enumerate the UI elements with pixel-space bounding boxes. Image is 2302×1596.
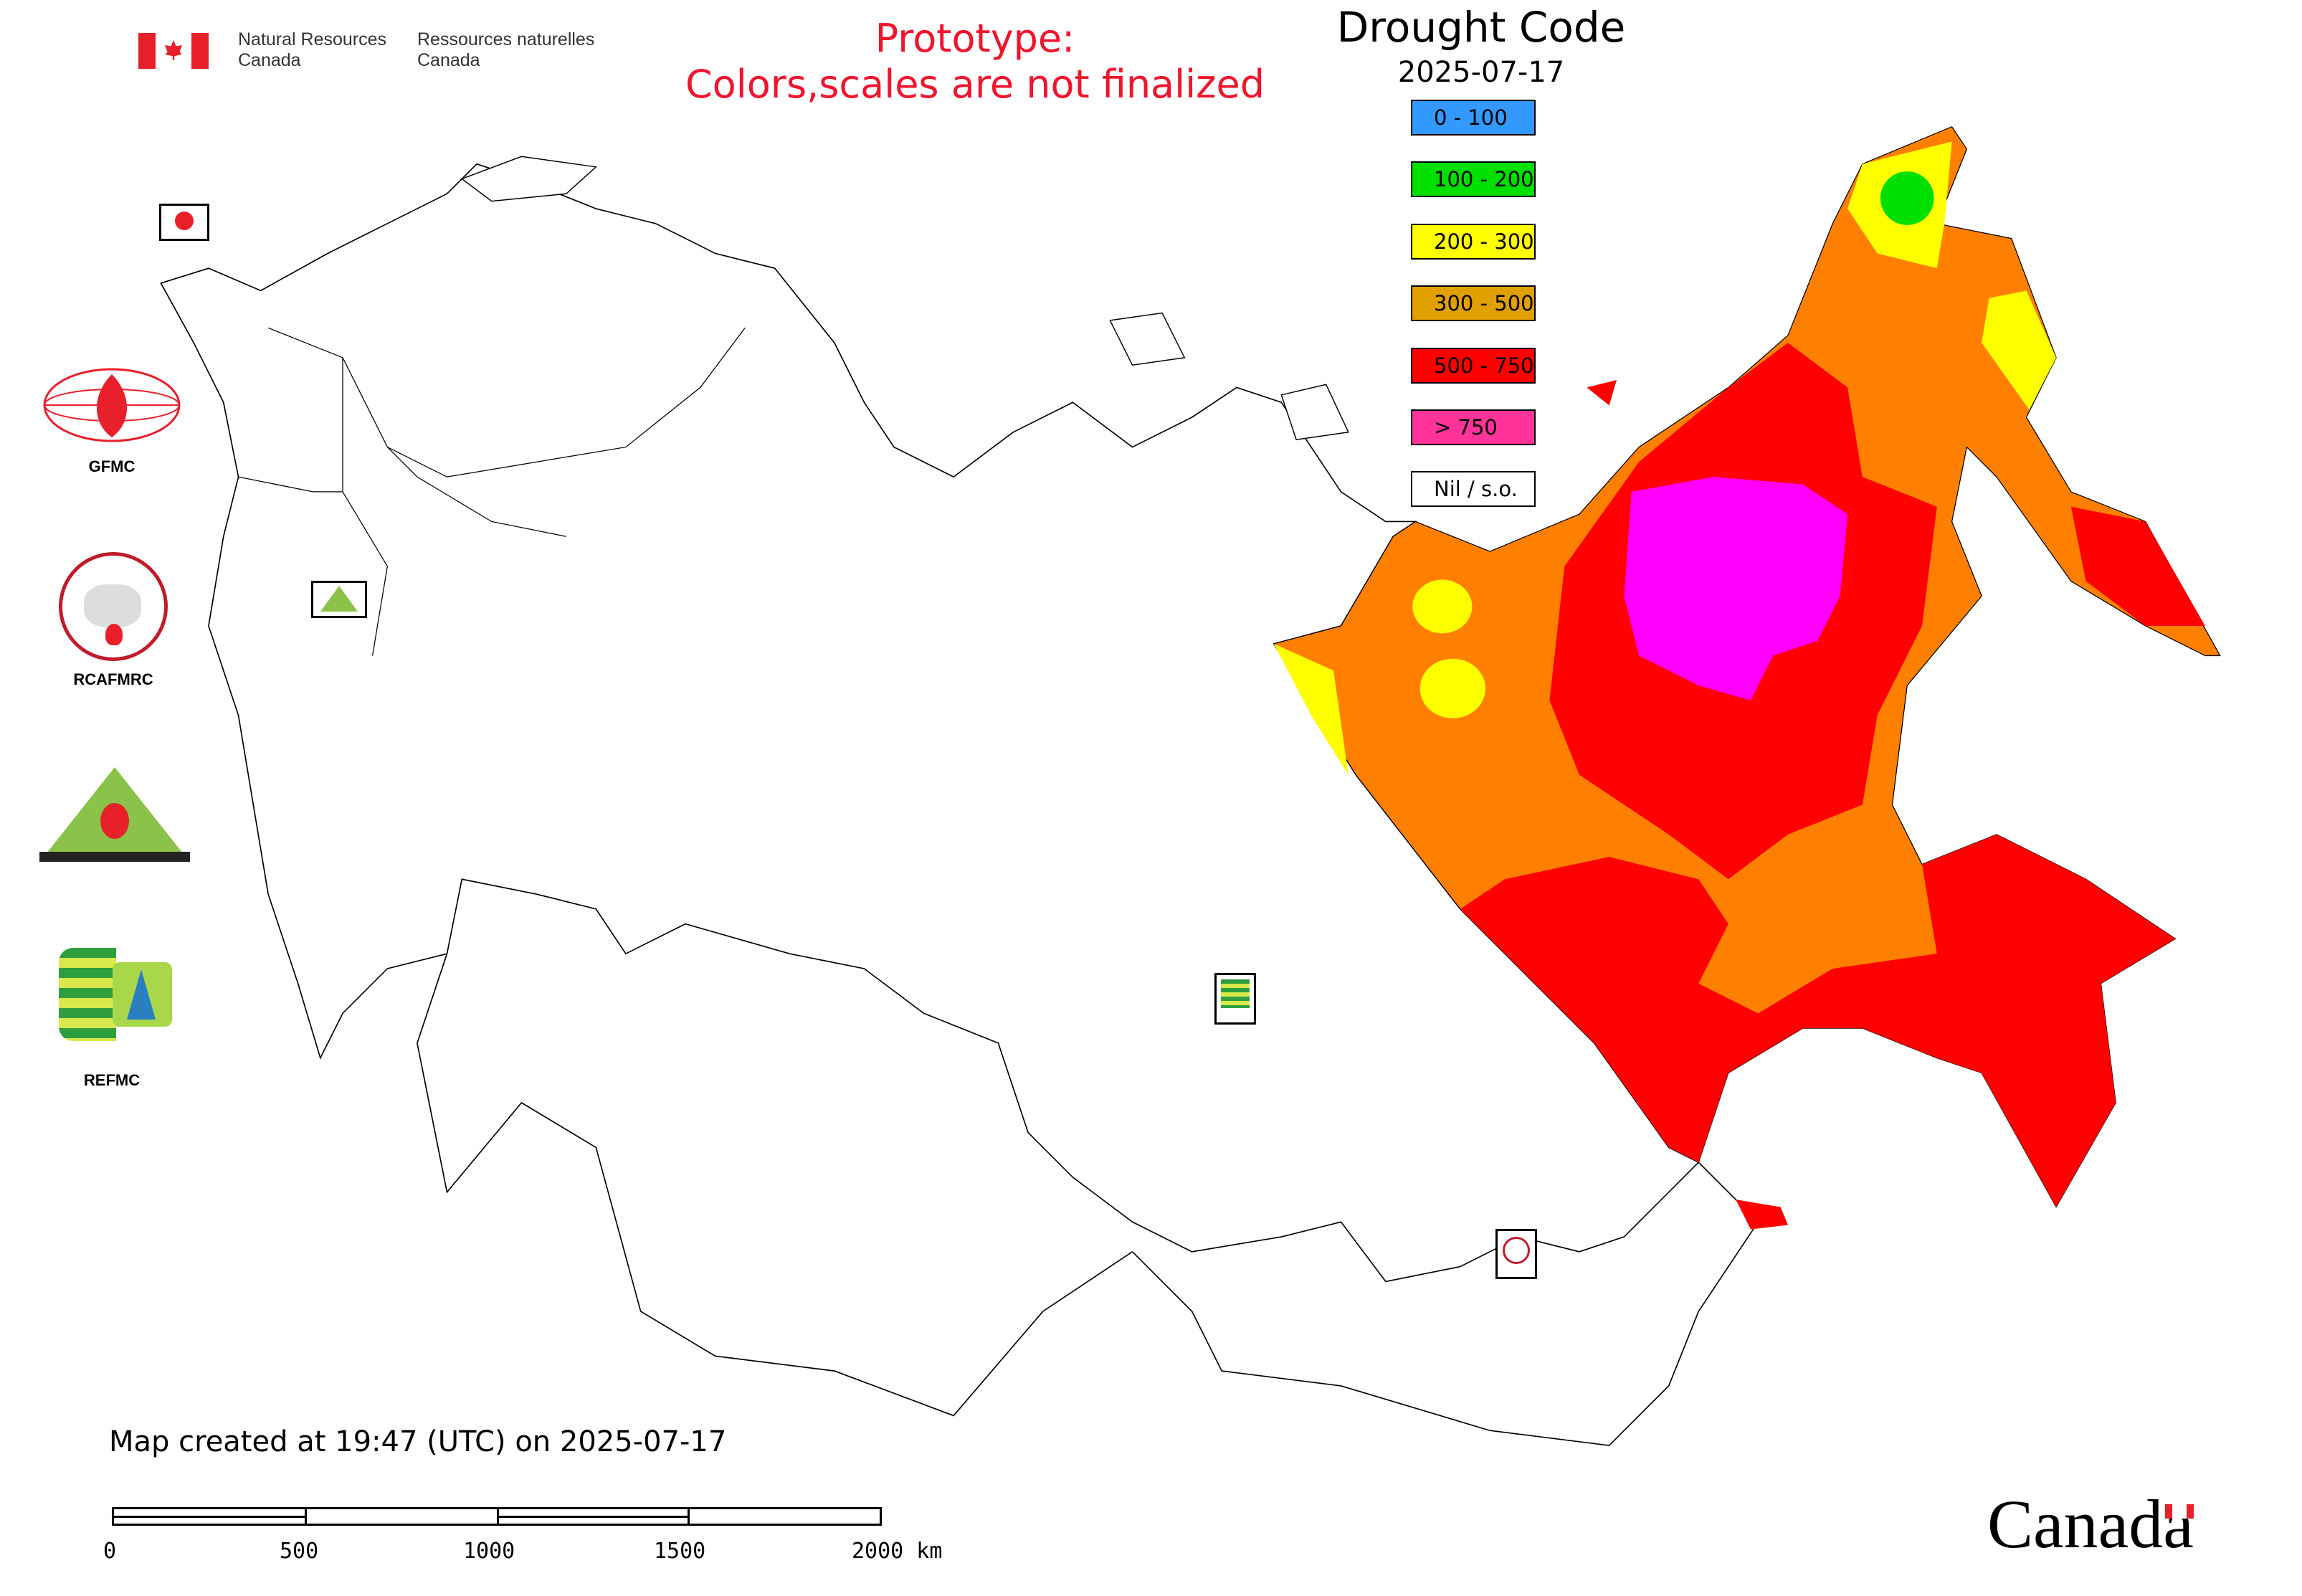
arctic-island <box>1280 384 1349 440</box>
gfmc-logo <box>42 366 182 445</box>
legend-item: Nil / s.o. <box>1411 471 1536 508</box>
arctic-island <box>1109 312 1186 366</box>
scale-label: 0 <box>103 1539 117 1564</box>
notice-line: Prototype: <box>875 16 1075 61</box>
landmass-outline <box>160 163 1700 1283</box>
prototype-notice: Prototype: Colors,scales are not finaliz… <box>617 16 1333 108</box>
rcafmrc-map-marker <box>1495 1229 1537 1279</box>
scale-label: 1500 <box>654 1539 706 1564</box>
reefmc-logo <box>39 767 190 868</box>
rcafmrc-logo <box>59 552 168 661</box>
legend-item: 100 - 200 <box>1411 161 1536 198</box>
agency-en-line: Canada <box>238 50 301 70</box>
agency-name-fr: Ressources naturelles Canada <box>417 29 594 71</box>
legend-date: 2025-07-17 <box>1397 56 1565 89</box>
reefmc-map-marker <box>311 581 367 618</box>
gfmc-map-marker <box>159 204 209 241</box>
canada-flag-icon <box>2164 1504 2194 1519</box>
agency-fr-line: Ressources naturelles <box>417 29 595 49</box>
drought-magenta <box>1624 477 1848 700</box>
drought-green <box>1880 171 1934 225</box>
agency-en-line: Natural Resources <box>238 29 387 49</box>
scale-label: 1000 <box>463 1539 515 1564</box>
legend-item: 0 - 100 <box>1411 100 1536 136</box>
drought-yellow <box>1419 658 1486 718</box>
scale-label: 500 <box>280 1539 319 1564</box>
wordmark-text: Canada <box>1987 1486 2194 1562</box>
legend-item: 200 - 300 <box>1411 223 1536 260</box>
legend-item: > 750 <box>1411 409 1536 445</box>
scale-label: 2000 km <box>852 1539 943 1564</box>
legend-title: Drought Code <box>1336 3 1626 52</box>
gfmc-label: GFMC <box>88 457 135 475</box>
drought-yellow <box>1273 643 1349 775</box>
scale-bar <box>112 1507 882 1526</box>
drought-red-east <box>2070 506 2205 626</box>
legend-item: 300 - 500 <box>1411 285 1536 322</box>
drought-red-south <box>1460 834 2176 1207</box>
southern-borders <box>417 953 1759 1446</box>
drought-red-island <box>1587 380 1617 406</box>
interior-borders <box>238 327 746 656</box>
drought-yellow <box>1982 290 2057 410</box>
canada-wordmark: Canada <box>1987 1484 2194 1564</box>
canada-flag-icon <box>138 33 209 69</box>
agency-name-en: Natural Resources Canada <box>238 29 386 71</box>
refmc-label: REFMC <box>83 1071 141 1089</box>
refmc-map-marker <box>1214 973 1256 1025</box>
notice-line: Colors,scales are not finalized <box>685 62 1265 107</box>
drought-yellow <box>1412 579 1473 634</box>
arctic-island <box>460 156 597 202</box>
legend-item: 500 - 750 <box>1411 347 1536 384</box>
drought-red-island <box>1736 1200 1788 1230</box>
refmc-logo <box>59 948 172 1041</box>
agency-fr-line: Canada <box>417 50 480 70</box>
rcafmrc-label: RCAFMRC <box>73 670 153 688</box>
map-created-text: Map created at 19:47 (UTC) on 2025-07-17 <box>109 1425 727 1458</box>
